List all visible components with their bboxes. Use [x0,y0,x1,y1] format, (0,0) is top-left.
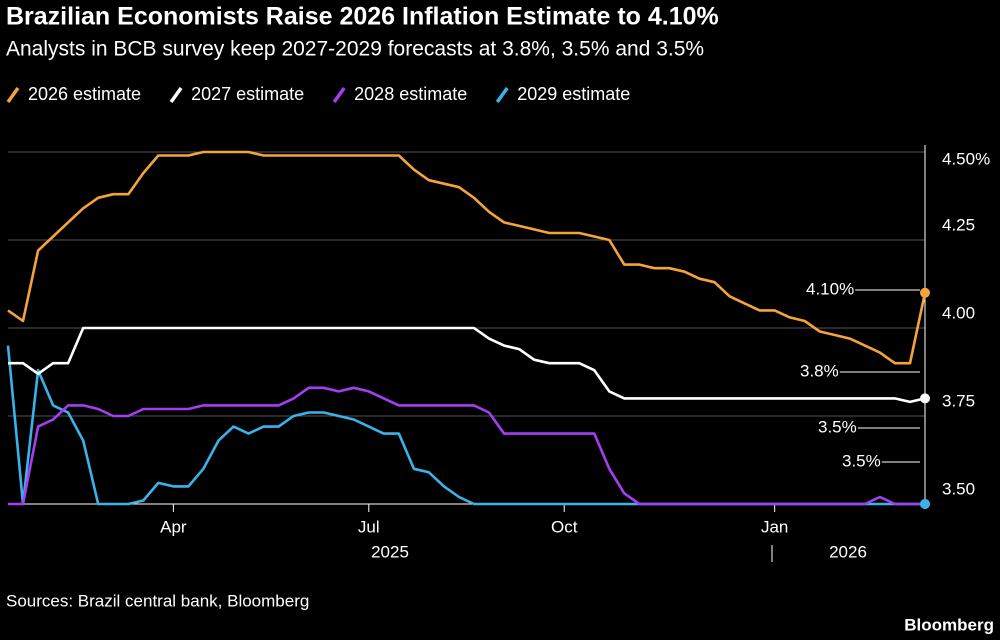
series-line [7,150,927,365]
legend-label: 2026 estimate [28,84,141,104]
annotation: 3.5% [842,451,881,470]
year-label: 2026 [829,542,867,561]
legend-label: 2028 estimate [354,84,467,104]
chart-subtitle: Analysts in BCB survey keep 2027-2029 fo… [6,38,704,61]
series-line [6,345,925,506]
source: Sources: Brazil central bank, Bloomberg [6,591,309,610]
series-line [8,326,926,404]
annotation: 3.5% [818,417,857,436]
chart-title: Brazilian Economists Raise 2026 Inflatio… [6,3,719,31]
y-tick-label: 4.50% [942,149,990,168]
legend-label: 2027 estimate [191,84,304,104]
x-tick-label: Jan [761,517,788,536]
annotation: 4.10% [806,279,854,298]
y-tick-label: 3.75 [942,391,975,410]
legend-swatch [495,86,509,104]
legend-swatch [6,86,20,104]
series-line [8,386,925,506]
x-tick-label: Apr [160,517,187,536]
legend-label: 2029 estimate [517,84,630,104]
end-dot [920,287,930,298]
y-tick-label: 3.50 [942,479,975,498]
x-tick-label: Jul [358,517,380,536]
y-tick-label: 4.25 [942,215,975,234]
end-dot [920,393,930,404]
legend-swatch [169,86,183,104]
year-label: 2025 [371,542,409,561]
end-dot [920,499,930,509]
logo: Bloomberg [904,615,994,634]
legend-swatch [332,86,346,104]
y-tick-label: 4.00 [942,303,975,322]
x-tick-label: Oct [551,517,578,536]
annotation: 3.8% [800,361,839,380]
